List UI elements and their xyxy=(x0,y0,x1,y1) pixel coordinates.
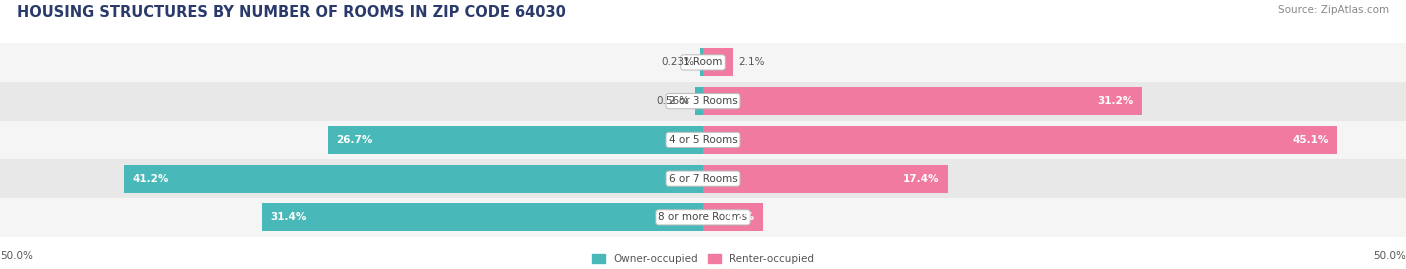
Text: 0.56%: 0.56% xyxy=(657,96,689,106)
Text: Source: ZipAtlas.com: Source: ZipAtlas.com xyxy=(1278,5,1389,15)
Text: 45.1%: 45.1% xyxy=(1292,135,1329,145)
Bar xyxy=(695,87,703,115)
Text: 50.0%: 50.0% xyxy=(1374,250,1406,261)
Bar xyxy=(0,82,1406,121)
Text: HOUSING STRUCTURES BY NUMBER OF ROOMS IN ZIP CODE 64030: HOUSING STRUCTURES BY NUMBER OF ROOMS IN… xyxy=(17,5,565,20)
Text: 41.2%: 41.2% xyxy=(132,174,169,184)
Bar xyxy=(703,126,1337,154)
Text: 31.4%: 31.4% xyxy=(270,212,307,222)
Text: 2.1%: 2.1% xyxy=(738,57,765,68)
Bar xyxy=(0,43,1406,82)
Bar xyxy=(328,126,703,154)
Text: 50.0%: 50.0% xyxy=(0,250,32,261)
Text: 17.4%: 17.4% xyxy=(903,174,939,184)
Text: 8 or more Rooms: 8 or more Rooms xyxy=(658,212,748,222)
Bar xyxy=(0,198,1406,237)
Bar xyxy=(703,165,948,193)
Text: 4.3%: 4.3% xyxy=(725,212,755,222)
Text: 4 or 5 Rooms: 4 or 5 Rooms xyxy=(669,135,737,145)
Text: 0.23%: 0.23% xyxy=(661,57,695,68)
Bar xyxy=(124,165,703,193)
Bar xyxy=(703,203,763,231)
Text: 26.7%: 26.7% xyxy=(336,135,373,145)
Text: 2 or 3 Rooms: 2 or 3 Rooms xyxy=(669,96,737,106)
Bar xyxy=(0,121,1406,159)
Bar xyxy=(703,87,1142,115)
Text: 31.2%: 31.2% xyxy=(1097,96,1133,106)
Bar xyxy=(262,203,703,231)
Bar xyxy=(703,48,733,76)
Bar xyxy=(0,159,1406,198)
Text: 1 Room: 1 Room xyxy=(683,57,723,68)
Legend: Owner-occupied, Renter-occupied: Owner-occupied, Renter-occupied xyxy=(592,254,814,264)
Text: 6 or 7 Rooms: 6 or 7 Rooms xyxy=(669,174,737,184)
Bar xyxy=(700,48,703,76)
